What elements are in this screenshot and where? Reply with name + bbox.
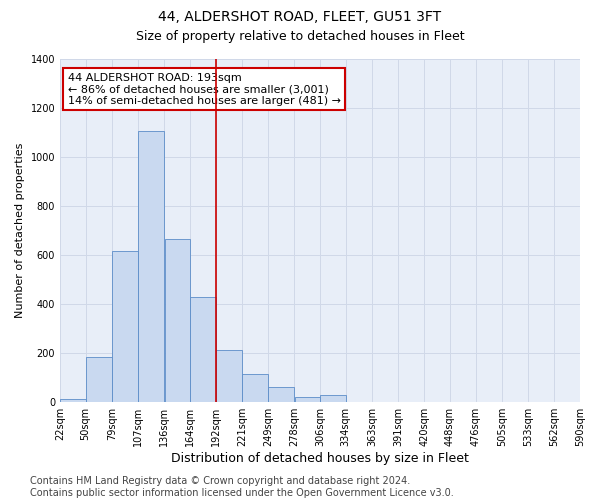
Bar — [190, 297, 215, 402]
Text: 44, ALDERSHOT ROAD, FLEET, GU51 3FT: 44, ALDERSHOT ROAD, FLEET, GU51 3FT — [158, 10, 442, 24]
Bar — [216, 350, 242, 402]
Bar — [320, 395, 346, 402]
Text: Size of property relative to detached houses in Fleet: Size of property relative to detached ho… — [136, 30, 464, 43]
Bar — [60, 398, 86, 402]
Bar — [112, 252, 138, 402]
Bar — [86, 357, 112, 402]
Bar — [242, 374, 268, 402]
Y-axis label: Number of detached properties: Number of detached properties — [15, 143, 25, 318]
X-axis label: Distribution of detached houses by size in Fleet: Distribution of detached houses by size … — [171, 452, 469, 465]
Text: Contains HM Land Registry data © Crown copyright and database right 2024.
Contai: Contains HM Land Registry data © Crown c… — [30, 476, 454, 498]
Bar — [268, 388, 294, 402]
Bar — [164, 239, 190, 402]
Bar — [295, 398, 320, 402]
Bar — [138, 132, 164, 402]
Text: 44 ALDERSHOT ROAD: 193sqm
← 86% of detached houses are smaller (3,001)
14% of se: 44 ALDERSHOT ROAD: 193sqm ← 86% of detac… — [68, 72, 341, 106]
